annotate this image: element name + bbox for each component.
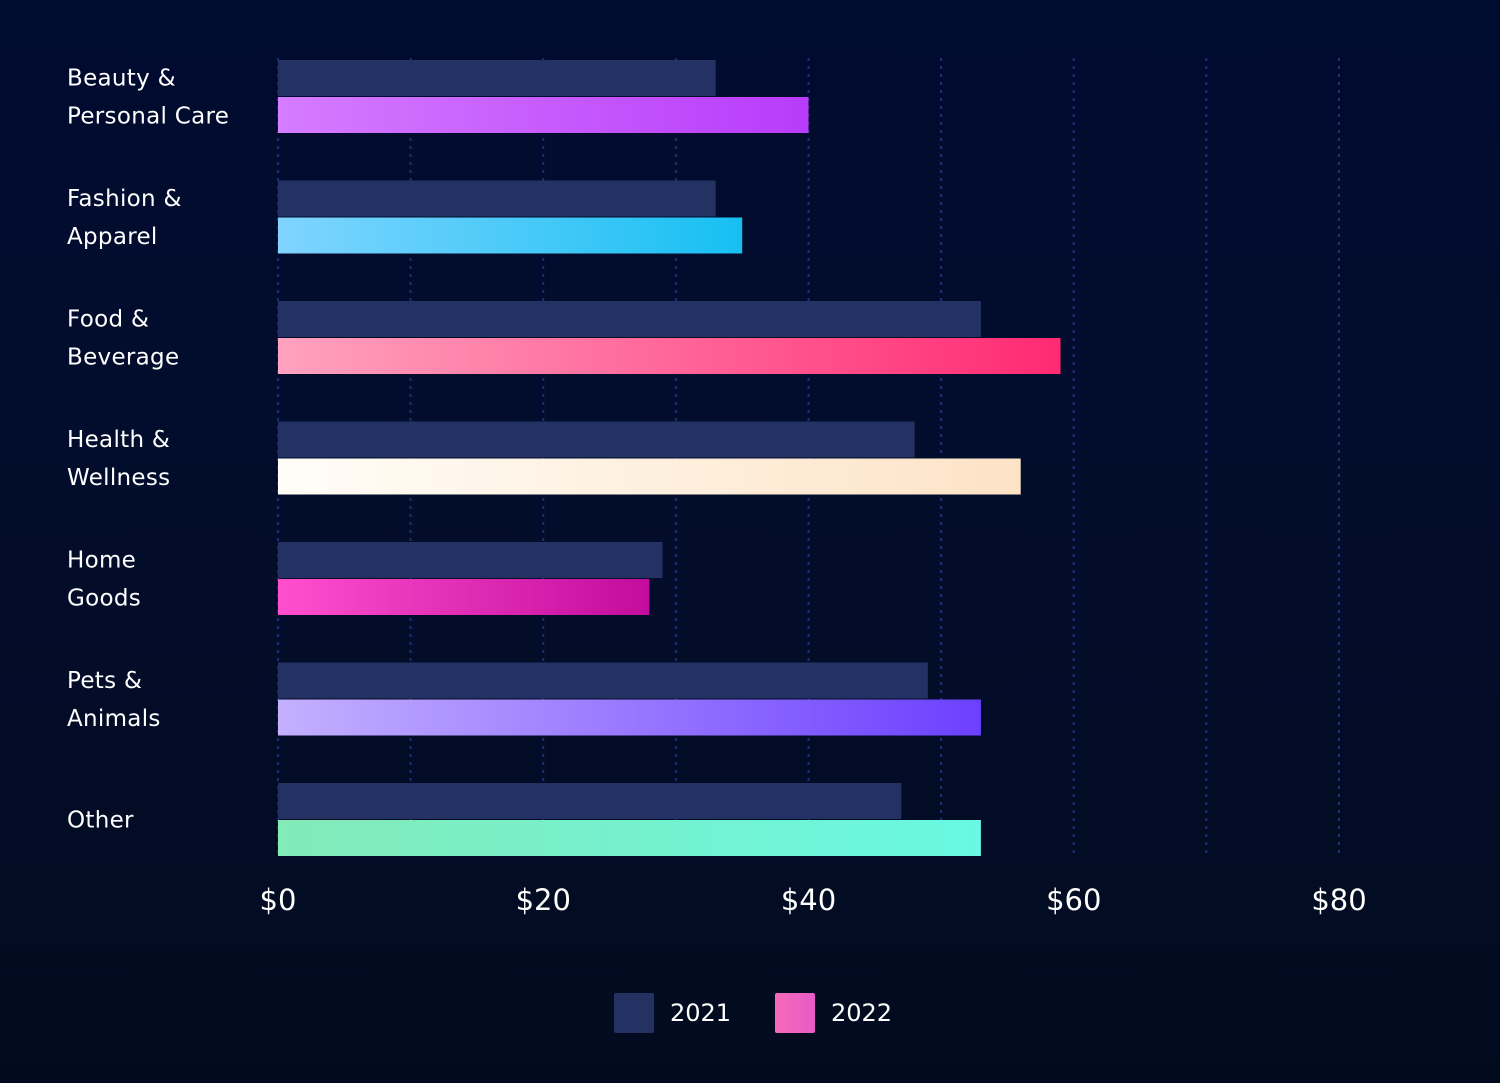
bar-2021: [278, 180, 716, 217]
bar-2022: [278, 579, 650, 615]
bar-2021: [278, 301, 981, 337]
category-label: Food & Beverage: [67, 307, 179, 371]
legend-swatch-2021: [614, 993, 654, 1033]
category-label-line: Personal Care: [67, 104, 229, 130]
legend-label-2021: 2021: [670, 999, 731, 1027]
category-label-line: Other: [67, 808, 134, 834]
bar-2021: [278, 60, 716, 96]
category-label-line: Home: [67, 548, 136, 574]
category-label-line: Health &: [67, 427, 170, 453]
bar-2021: [278, 542, 663, 578]
category-label: Pets & Animals: [67, 668, 161, 732]
category-label: Fashion & Apparel: [67, 186, 182, 250]
category-label: Home Goods: [67, 548, 141, 612]
category-label-line: Goods: [67, 586, 141, 612]
category-label-line: Beauty &: [67, 66, 176, 92]
bar-2021: [278, 783, 902, 819]
category-label: Other: [67, 808, 134, 834]
bar-2021: [278, 662, 928, 699]
category-label-line: Beverage: [67, 345, 179, 371]
category-label-line: Wellness: [67, 465, 170, 491]
category-label-line: Pets &: [67, 668, 142, 694]
legend-swatch-2022: [775, 993, 815, 1033]
category-label-line: Fashion &: [67, 186, 182, 212]
bar-2022: [278, 217, 743, 254]
x-tick-label: $20: [516, 883, 571, 917]
bar-2022: [278, 338, 1061, 374]
bars: [278, 60, 1061, 856]
legend-label-2022: 2022: [831, 999, 892, 1027]
bar-2022: [278, 458, 1021, 495]
x-tick-label: $40: [781, 883, 836, 917]
category-label-line: Food &: [67, 307, 149, 333]
x-tick-label: $60: [1046, 883, 1101, 917]
category-label: Health & Wellness: [67, 427, 170, 491]
category-label-line: Animals: [67, 706, 161, 732]
legend: 2021 2022: [614, 993, 892, 1033]
x-tick-label: $80: [1311, 883, 1366, 917]
category-labels: Beauty & Personal Care Fashion & Apparel Foo…: [67, 66, 229, 834]
category-label-line: Apparel: [67, 224, 158, 250]
bar-2022: [278, 699, 981, 736]
x-axis-ticks: $0 $20 $40 $60 $80: [260, 883, 1367, 917]
bar-2021: [278, 421, 915, 458]
bar-2022: [278, 820, 981, 856]
x-tick-label: $0: [260, 883, 297, 917]
grid-lines: [277, 58, 1340, 858]
category-label: Beauty & Personal Care: [67, 66, 229, 130]
bar-2022: [278, 97, 809, 133]
